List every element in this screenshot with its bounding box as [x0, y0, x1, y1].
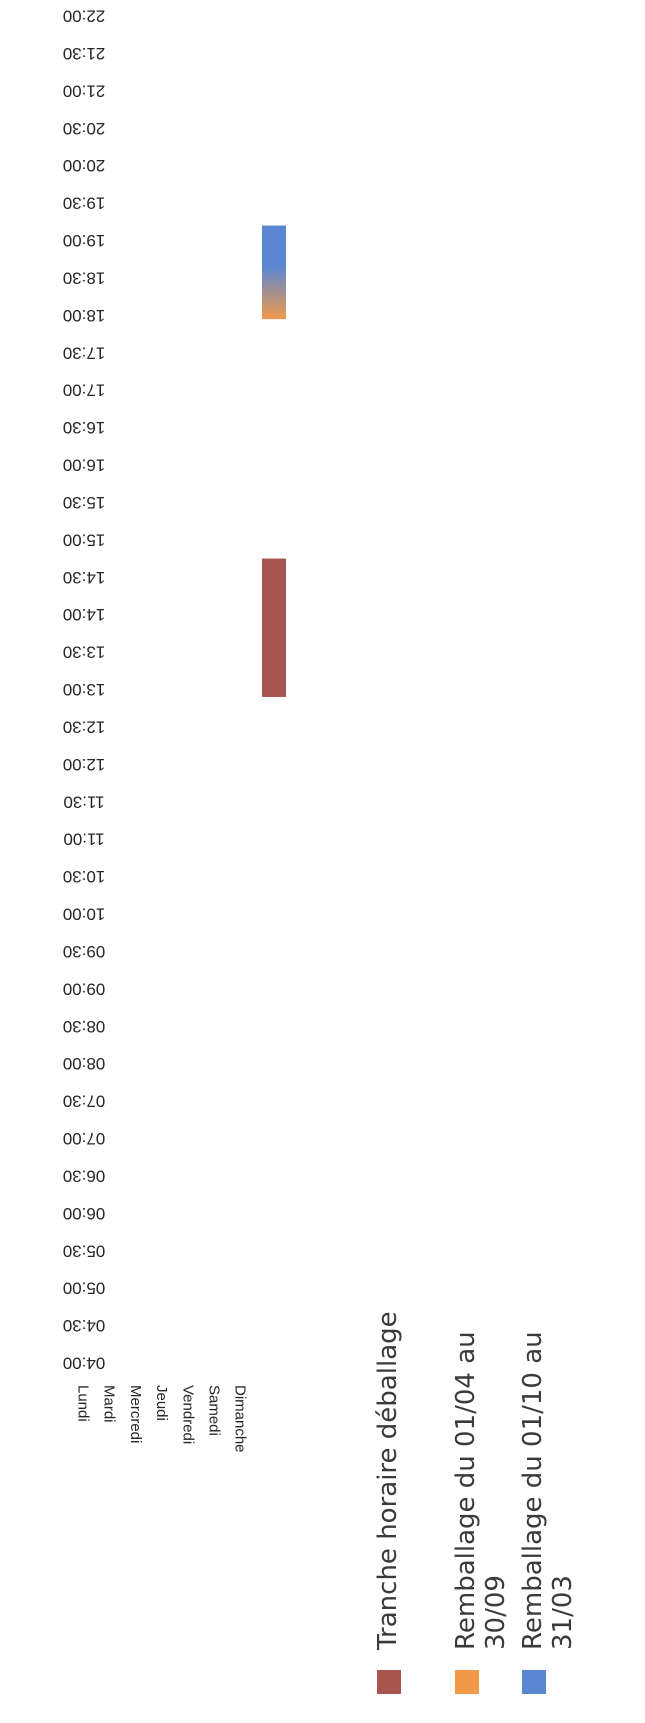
bars-layer — [262, 225, 286, 697]
legend-swatch — [377, 1670, 401, 1694]
time-tick-label: 12:30 — [63, 717, 106, 736]
time-tick-label: 11:00 — [63, 830, 104, 849]
category-label: Lundi — [75, 1385, 92, 1422]
time-tick-label: 08:30 — [63, 1017, 106, 1036]
time-tick-label: 17:30 — [63, 343, 106, 362]
time-tick-label: 13:00 — [63, 680, 106, 699]
category-label: Mercredi — [127, 1385, 144, 1443]
time-axis: 04:00 04:30 05:00 05:30 06:00 06:30 07:00 07:30… — [63, 7, 106, 1373]
time-tick-label: 19:30 — [63, 194, 106, 213]
legend-label: Remballage du 01/10 au31/03 — [518, 1331, 578, 1650]
legend-label: Tranche horaire déballage — [373, 1311, 403, 1651]
time-tick-label: 04:00 — [63, 1354, 106, 1373]
category-label: Dimanche — [232, 1385, 249, 1453]
time-tick-label: 05:00 — [63, 1279, 106, 1298]
time-tick-label: 05:30 — [63, 1241, 106, 1260]
time-tick-label: 19:00 — [63, 231, 106, 250]
legend: Tranche horaire déballage Remballage du 0… — [373, 1311, 578, 1694]
time-tick-label: 15:30 — [63, 493, 106, 512]
bar-1-0 — [262, 266, 286, 320]
time-tick-label: 16:30 — [63, 418, 106, 437]
time-tick-label: 07:00 — [63, 1129, 106, 1148]
time-tick-label: 13:30 — [63, 643, 106, 662]
time-tick-label: 11:30 — [63, 792, 104, 811]
time-tick-label: 15:00 — [63, 530, 106, 549]
time-tick-label: 21:00 — [63, 81, 106, 100]
time-tick-label: 21:30 — [63, 44, 106, 63]
legend-swatch — [455, 1670, 479, 1694]
time-tick-label: 09:00 — [63, 979, 106, 998]
time-tick-label: 12:00 — [63, 755, 106, 774]
category-label: Vendredi — [179, 1385, 196, 1444]
category-label: Jeudi — [153, 1385, 170, 1421]
category-axis: Lundi Mardi Mercredi Jeudi Vendredi Samedi Dim… — [75, 1385, 249, 1453]
time-tick-label: 08:00 — [63, 1054, 106, 1073]
time-tick-label: 16:00 — [63, 456, 106, 475]
time-tick-label: 14:00 — [63, 605, 106, 624]
time-tick-label: 09:30 — [63, 942, 106, 961]
time-tick-label: 20:00 — [63, 156, 106, 175]
time-tick-label: 14:30 — [63, 568, 106, 587]
time-tick-label: 06:30 — [63, 1166, 106, 1185]
time-tick-label: 04:30 — [63, 1316, 106, 1335]
time-tick-label: 10:00 — [63, 905, 106, 924]
time-tick-label: 18:30 — [63, 268, 106, 287]
time-tick-label: 20:30 — [63, 119, 106, 138]
time-tick-label: 06:00 — [63, 1204, 106, 1223]
legend-swatch — [522, 1670, 546, 1694]
time-tick-label: 17:00 — [63, 381, 106, 400]
time-tick-label: 10:30 — [63, 867, 106, 886]
time-tick-label: 22:00 — [63, 7, 106, 26]
legend-label: Remballage du 01/04 au30/09 — [451, 1331, 511, 1650]
time-tick-label: 07:30 — [63, 1092, 106, 1111]
category-label: Mardi — [101, 1385, 118, 1423]
bar-0-0 — [262, 558, 286, 697]
time-tick-label: 18:00 — [63, 306, 106, 325]
category-label: Samedi — [206, 1385, 223, 1436]
